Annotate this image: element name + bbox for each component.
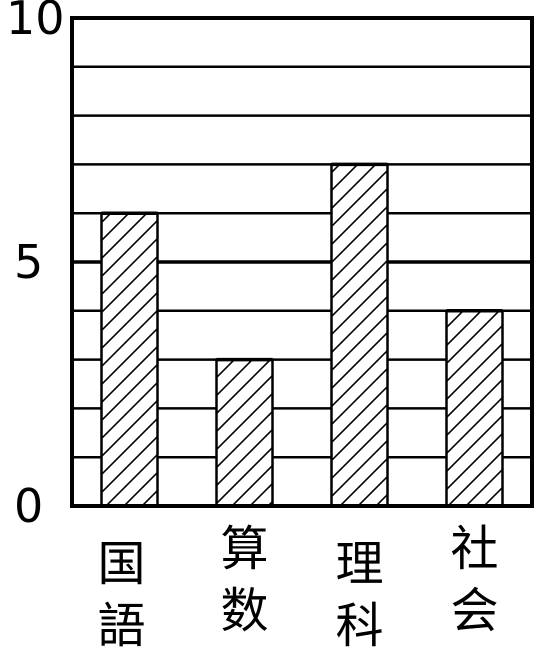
category-label: 社 <box>450 521 498 577</box>
category-label: 国 <box>97 536 145 592</box>
category-label: 会 <box>450 583 498 639</box>
category-label: 科 <box>335 598 383 654</box>
bars <box>100 162 504 508</box>
bar <box>100 211 159 508</box>
y-tick-labels: 0 5 10 <box>6 0 65 533</box>
y-tick-label: 0 <box>14 479 43 533</box>
plot-frame <box>70 16 534 508</box>
bar <box>215 358 274 508</box>
bar <box>445 309 504 508</box>
category-label: 語 <box>97 598 145 654</box>
category-labels: 国語 算数 理科 社会 <box>97 521 498 654</box>
y-tick-label: 10 <box>6 0 65 45</box>
y-tick-label: 5 <box>14 235 43 289</box>
category-label: 理 <box>335 536 383 592</box>
bar <box>330 163 389 508</box>
category-label: 算 <box>220 521 268 577</box>
category-label: 数 <box>220 583 268 639</box>
plot-border <box>70 16 534 508</box>
